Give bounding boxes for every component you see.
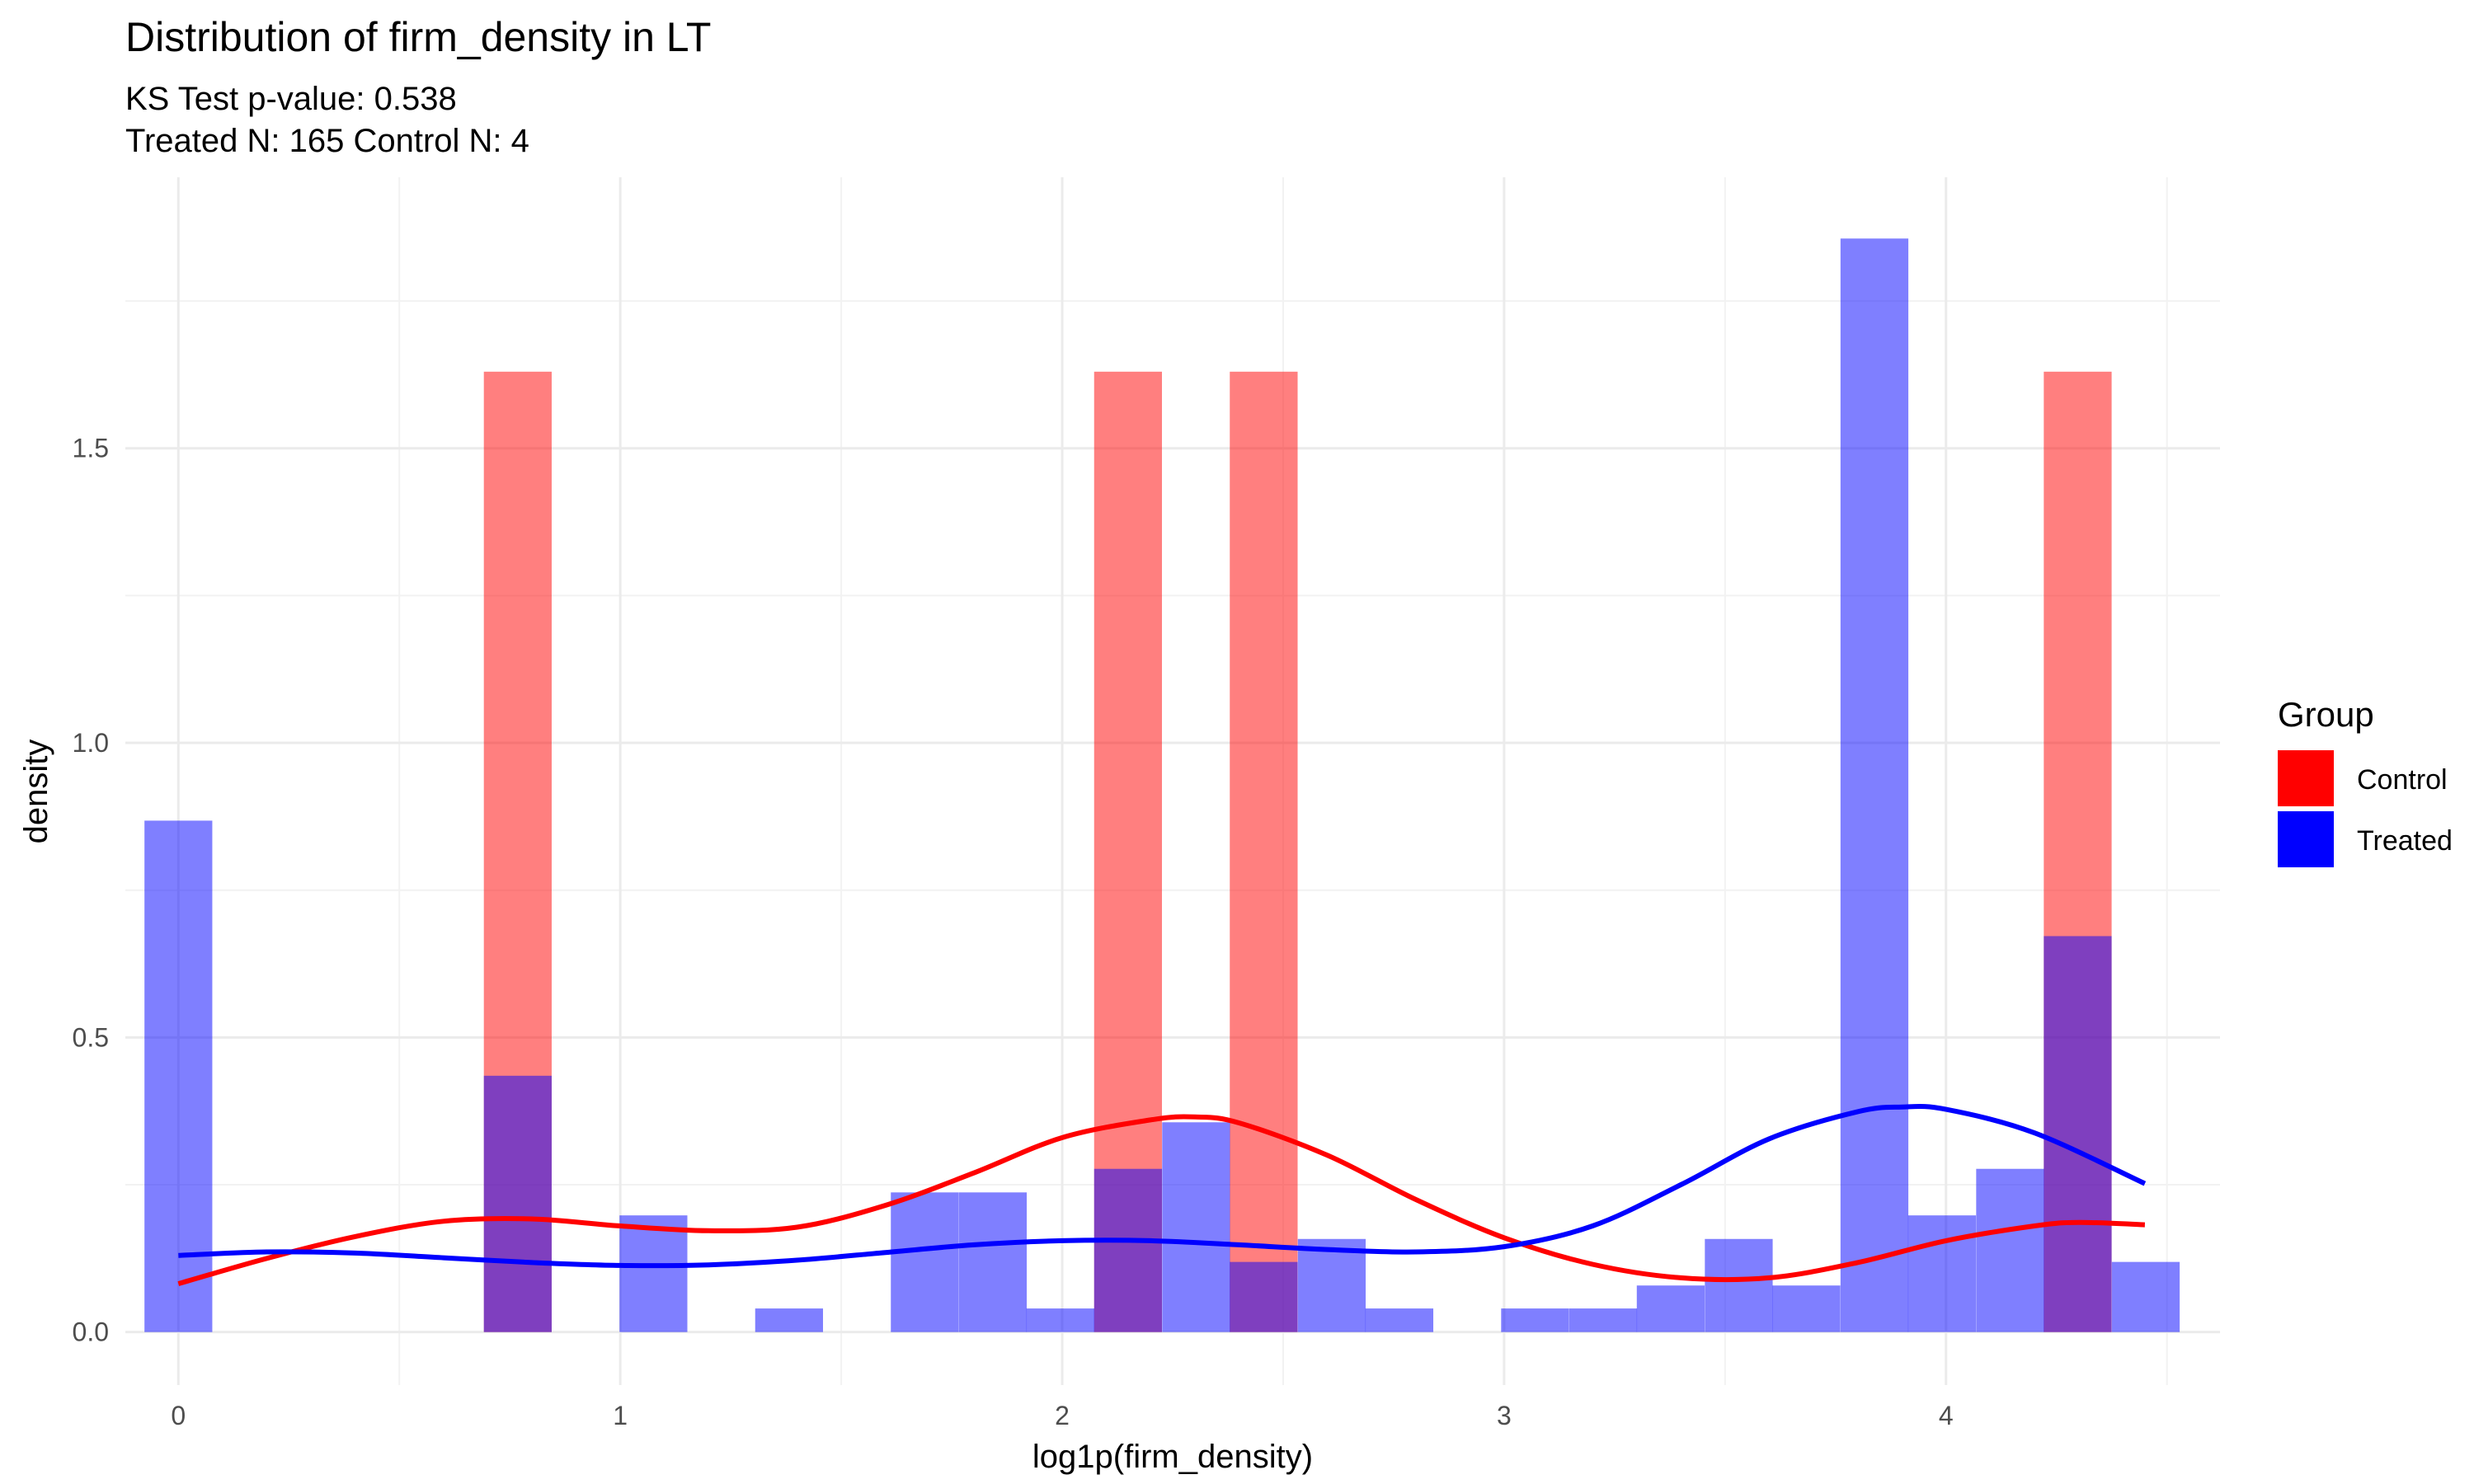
legend: Group Control Treated (2278, 695, 2453, 867)
density-curves (177, 1103, 2147, 1286)
histogram-bar-treated (1501, 1308, 1569, 1332)
histogram-bars (144, 238, 2180, 1332)
axis-tick-labels: 0 1 2 3 4 0.0 0.5 1.0 1.5 (73, 434, 1954, 1430)
histogram-bar-treated (619, 1215, 688, 1332)
y-tick-label: 0.5 (73, 1022, 109, 1052)
x-tick-label: 3 (1497, 1401, 1512, 1430)
histogram-bar-treated (2044, 936, 2112, 1332)
histogram-bar-treated (1297, 1238, 1366, 1332)
legend-key-control (2278, 750, 2334, 806)
x-tick-label: 1 (613, 1401, 628, 1430)
histogram-bar-treated (891, 1192, 959, 1332)
histogram-bar-treated (1976, 1168, 2044, 1332)
y-axis-title: density (18, 740, 54, 844)
histogram-bar-treated (1907, 1215, 1977, 1332)
legend-label-control: Control (2357, 764, 2448, 796)
histogram-bar-treated (755, 1308, 823, 1332)
legend-title: Group (2278, 695, 2374, 734)
histogram-bar-treated (1230, 1261, 1298, 1332)
histogram-bar-treated (1840, 238, 1909, 1332)
histogram-bar-treated (1772, 1285, 1841, 1332)
histogram-bar-control (1230, 371, 1298, 1332)
x-tick-label: 2 (1055, 1401, 1070, 1430)
histogram-bar-treated (958, 1192, 1028, 1332)
histogram-bar-treated (1094, 1168, 1163, 1332)
histogram-bar-treated (144, 820, 213, 1332)
histogram-bar-treated (1636, 1285, 1705, 1332)
y-tick-label: 1.5 (73, 434, 109, 463)
chart-subtitle-line-2: Treated N: 165 Control N: 4 (125, 123, 529, 159)
legend-key-treated (2278, 811, 2334, 867)
histogram-bar-treated (1162, 1122, 1230, 1332)
y-tick-label: 1.0 (73, 728, 109, 758)
histogram-bar-treated (1026, 1308, 1095, 1332)
histogram-bar-treated (1365, 1308, 1434, 1332)
x-tick-label: 4 (1939, 1401, 1954, 1430)
y-tick-label: 0.0 (73, 1317, 109, 1347)
histogram-bar-treated (1705, 1238, 1773, 1332)
legend-label-treated: Treated (2357, 825, 2453, 857)
chart-title: Distribution of firm_density in LT (125, 14, 711, 60)
chart-subtitle-line-1: KS Test p-value: 0.538 (125, 81, 457, 117)
density-curve-control (177, 1114, 2146, 1286)
x-axis-title: log1p(firm_density) (1032, 1439, 1313, 1475)
density-curve-treated (178, 1103, 2147, 1269)
histogram-bar-treated (2111, 1261, 2180, 1332)
x-tick-label: 0 (171, 1401, 186, 1430)
histogram-bar-treated (483, 1075, 552, 1332)
histogram-bar-treated (1569, 1308, 1638, 1332)
